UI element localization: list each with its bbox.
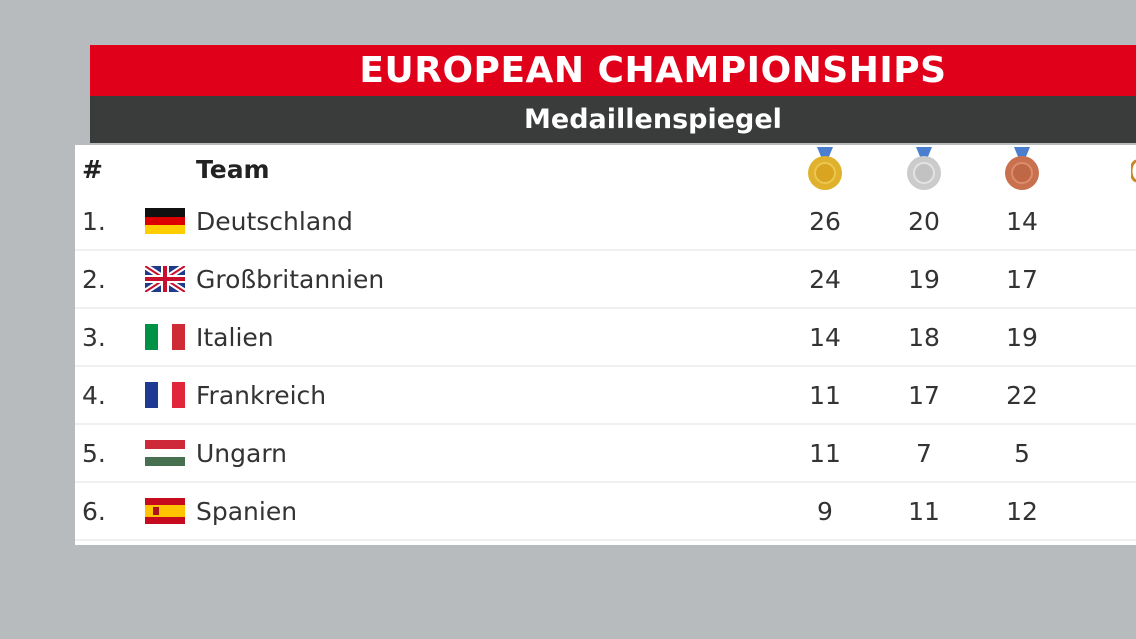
table-row: 5. Ungarn 11 7 5 [75,425,1136,483]
gold-medal-icon [808,147,842,190]
bronze-count: 5 [1014,438,1030,468]
bronze-count: 17 [1006,264,1038,294]
rank: 5. [82,438,106,468]
gold-count: 24 [809,264,841,294]
title: EUROPEAN CHAMPIONSHIPS [359,50,947,91]
silver-count: 19 [908,264,940,294]
gold-count: 9 [817,496,833,526]
table-row: 6. Spanien 9 11 12 [75,483,1136,541]
table-row: 3. Italien 14 18 19 [75,309,1136,367]
bronze-medal-icon [1005,147,1039,190]
flag-gb-icon [145,266,185,292]
flag-hu-icon [145,440,185,466]
bronze-count: 22 [1006,380,1038,410]
silver-count: 7 [916,438,932,468]
silver-count: 11 [908,496,940,526]
bronze-count: 19 [1006,322,1038,352]
bronze-count: 12 [1006,496,1038,526]
gold-count: 26 [809,206,841,236]
team-name: Frankreich [196,380,327,410]
rank-header: # [82,154,103,184]
gold-count: 14 [809,322,841,352]
bronze-count: 14 [1006,206,1038,236]
subtitle-banner: Medaillenspiegel [90,96,1136,143]
total-column-icon [1131,159,1136,183]
rank: 3. [82,322,106,352]
table-row: 4. Frankreich 11 17 22 [75,367,1136,425]
team-name: Italien [196,322,274,352]
rank: 6. [82,496,106,526]
table-row: 2. Großbritannien 24 19 17 [75,251,1136,309]
flag-fr-icon [145,382,185,408]
team-name: Spanien [196,496,298,526]
team-name: Deutschland [196,206,353,236]
table-header: # Team [75,145,1136,193]
silver-count: 20 [908,206,940,236]
rank: 2. [82,264,106,294]
silver-count: 18 [908,322,940,352]
rank: 1. [82,206,106,236]
team-name: Großbritannien [196,264,385,294]
gold-count: 11 [809,438,841,468]
rank: 4. [82,380,106,410]
flag-it-icon [145,324,185,350]
medal-table: # Team 1. Deutschland 26 20 14 2. Großbri… [75,145,1136,545]
title-banner: EUROPEAN CHAMPIONSHIPS [90,45,1136,96]
flag-es-icon [145,498,185,524]
table-row: 1. Deutschland 26 20 14 [75,193,1136,251]
silver-medal-icon [907,147,941,190]
subtitle: Medaillenspiegel [524,104,782,135]
gold-count: 11 [809,380,841,410]
team-name: Ungarn [196,438,288,468]
team-header: Team [196,154,270,184]
flag-de-icon [145,208,185,234]
silver-count: 17 [908,380,940,410]
